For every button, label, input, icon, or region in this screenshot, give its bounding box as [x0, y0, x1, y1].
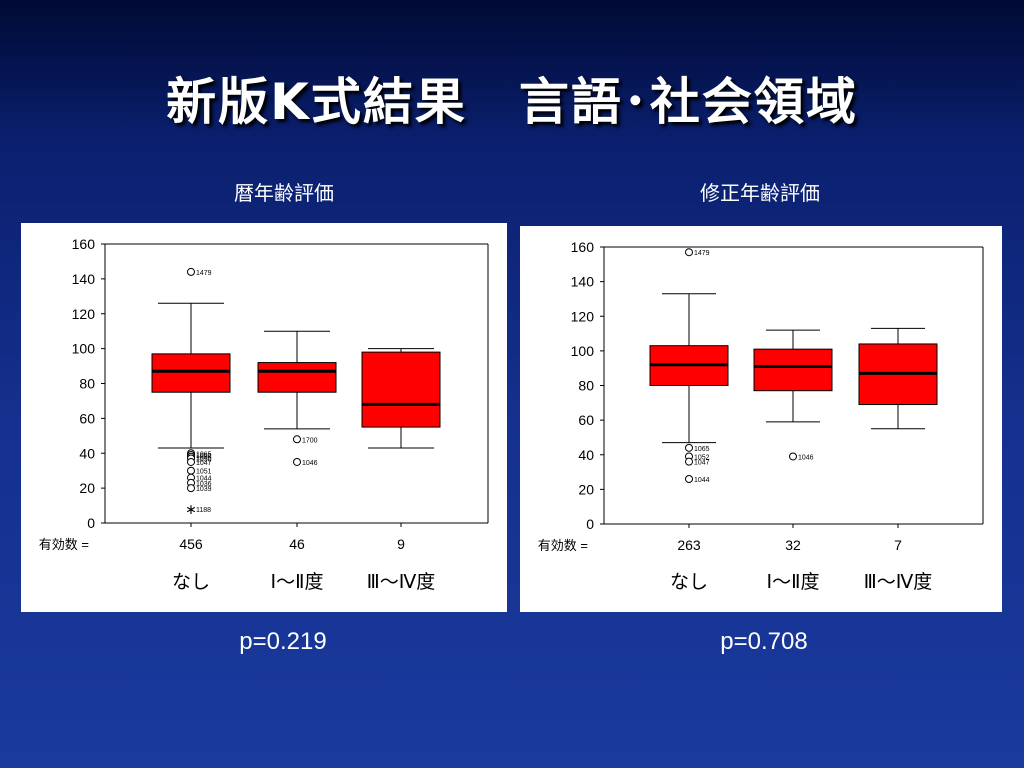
- category-label: なし: [670, 572, 708, 593]
- y-tick-label: 140: [571, 274, 595, 290]
- outlier-label: 1047: [196, 460, 212, 467]
- slide-title: 新版K式結果 言語･社会領域: [166, 73, 858, 131]
- outlier-label: 1479: [196, 270, 212, 277]
- y-tick-label: 80: [79, 376, 95, 392]
- outlier-circle: [685, 248, 693, 257]
- left-boxplot-chart: 0 20 40 60 80 100 120 140 160 有効数 = 1479 1065 1052 10…: [21, 223, 507, 612]
- left-p-value: p=0.219: [239, 628, 327, 655]
- outlier-label: 1047: [694, 460, 710, 467]
- outlier-circle: [789, 452, 797, 461]
- box-iqr: [151, 353, 231, 393]
- outlier-label: 1046: [302, 460, 318, 467]
- outlier-circle: [293, 435, 301, 444]
- outlier-label: 1044: [694, 477, 710, 484]
- outlier-label: 1065: [196, 451, 212, 458]
- outlier-label: 1052: [694, 454, 710, 461]
- outlier-label: 1039: [196, 486, 212, 493]
- outlier-label: 1055: [196, 455, 212, 462]
- outlier-circle: [187, 466, 195, 475]
- y-tick-label: 60: [79, 410, 95, 426]
- outlier-circle: [685, 474, 693, 483]
- y-tick-label: 20: [79, 480, 95, 496]
- outlier-label: 1052: [196, 453, 212, 460]
- outlier-label: 1188: [196, 507, 211, 514]
- y-tick-label: 160: [571, 239, 595, 255]
- y-tick-label: 20: [578, 481, 594, 497]
- right-p-value: p=0.708: [720, 628, 808, 655]
- outlier-label: 1044: [196, 476, 212, 483]
- y-tick-label: 120: [571, 308, 595, 324]
- box-iqr: [361, 351, 441, 428]
- category-label: Ⅲ〜Ⅳ度: [864, 571, 933, 593]
- category-label: Ⅰ〜Ⅱ度: [271, 571, 324, 593]
- right-boxplot-chart: 0 20 40 60 80 100 120 140 160 有効数 = 1479 1065 1052 10…: [520, 226, 1002, 612]
- category-label: なし: [172, 572, 210, 593]
- y-tick-label: 120: [72, 306, 96, 322]
- outlier-label: 1700: [302, 437, 318, 444]
- n-value: 7: [894, 537, 902, 553]
- n-value: 46: [289, 536, 305, 552]
- box-iqr: [257, 362, 337, 393]
- category-label: Ⅲ〜Ⅳ度: [367, 571, 436, 593]
- outlier-circle: [187, 484, 195, 493]
- outlier-circle: [187, 267, 195, 276]
- n-value: 32: [785, 537, 801, 553]
- y-tick-label: 80: [578, 378, 594, 394]
- n-value: 263: [677, 537, 701, 553]
- outlier-label: 1050: [196, 456, 212, 463]
- category-label: Ⅰ〜Ⅱ度: [767, 571, 820, 593]
- outlier-circle: [685, 443, 693, 452]
- outlier-circle: [685, 457, 693, 466]
- n-value: 456: [179, 536, 203, 552]
- y-tick-label: 0: [586, 516, 594, 532]
- outlier-label: 1065: [694, 446, 710, 453]
- outlier-circle: [187, 457, 195, 466]
- y-tick-label: 0: [87, 515, 95, 531]
- outlier-label: 1046: [798, 454, 814, 461]
- y-tick-label: 100: [571, 343, 595, 359]
- y-tick-label: 100: [72, 341, 96, 357]
- n-value: 9: [397, 536, 405, 552]
- y-tick-label: 40: [79, 445, 95, 461]
- y-tick-label: 40: [578, 447, 594, 463]
- outlier-label: 1479: [694, 250, 710, 257]
- extreme-outlier-star: ∗: [185, 501, 197, 517]
- n-label: 有効数 =: [39, 537, 89, 552]
- y-tick-label: 140: [72, 271, 96, 287]
- left-panel-title: 暦年齢評価: [234, 181, 334, 205]
- y-tick-label: 60: [578, 412, 594, 428]
- outlier-label: 1036: [196, 481, 212, 488]
- right-panel-title: 修正年齢評価: [700, 181, 820, 205]
- y-tick-label: 160: [72, 236, 96, 252]
- outlier-label: 1051: [196, 469, 212, 476]
- box-iqr: [753, 348, 833, 392]
- outlier-circle: [293, 457, 301, 466]
- n-label: 有効数 =: [538, 538, 588, 553]
